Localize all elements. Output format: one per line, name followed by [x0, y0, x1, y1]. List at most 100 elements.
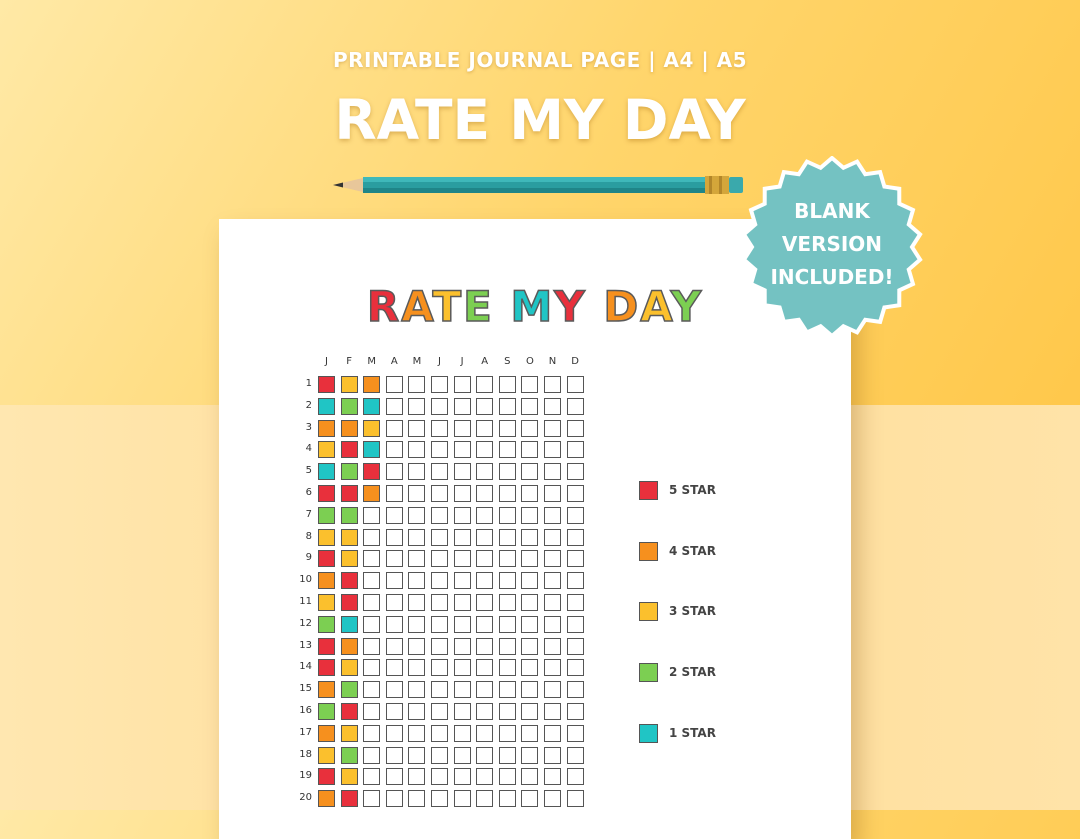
rating-cell[interactable] [385, 615, 403, 633]
rating-cell[interactable] [363, 637, 381, 655]
rating-cell[interactable] [340, 419, 358, 437]
rating-cell[interactable] [340, 485, 358, 502]
rating-cell[interactable] [408, 550, 426, 568]
rating-cell[interactable] [521, 528, 539, 546]
rating-cell[interactable] [408, 790, 426, 808]
rating-cell[interactable] [476, 768, 494, 786]
rating-cell[interactable] [521, 572, 539, 590]
rating-cell[interactable] [385, 703, 403, 720]
rating-cell[interactable] [498, 550, 516, 568]
rating-cell[interactable] [340, 572, 358, 590]
rating-cell[interactable] [476, 703, 494, 720]
rating-cell[interactable] [498, 376, 516, 393]
rating-cell[interactable] [544, 746, 561, 764]
rating-cell[interactable] [318, 463, 335, 481]
rating-cell[interactable] [431, 703, 448, 720]
rating-cell[interactable] [521, 441, 539, 459]
rating-cell[interactable] [566, 703, 584, 720]
rating-cell[interactable] [476, 681, 494, 699]
rating-cell[interactable] [408, 746, 426, 764]
rating-cell[interactable] [498, 528, 516, 546]
rating-cell[interactable] [521, 637, 539, 655]
rating-cell[interactable] [544, 485, 561, 502]
rating-cell[interactable] [385, 790, 403, 808]
rating-cell[interactable] [476, 397, 494, 415]
rating-cell[interactable] [566, 376, 584, 393]
rating-cell[interactable] [408, 441, 426, 459]
rating-cell[interactable] [340, 768, 358, 786]
rating-cell[interactable] [498, 681, 516, 699]
rating-cell[interactable] [498, 572, 516, 590]
rating-cell[interactable] [408, 572, 426, 590]
rating-cell[interactable] [498, 397, 516, 415]
rating-cell[interactable] [340, 594, 358, 611]
rating-cell[interactable] [498, 724, 516, 742]
rating-cell[interactable] [566, 463, 584, 481]
rating-cell[interactable] [340, 506, 358, 524]
rating-cell[interactable] [521, 419, 539, 437]
rating-cell[interactable] [340, 790, 358, 808]
rating-cell[interactable] [408, 594, 426, 611]
rating-cell[interactable] [544, 376, 561, 393]
rating-cell[interactable] [476, 441, 494, 459]
rating-cell[interactable] [453, 659, 471, 677]
rating-cell[interactable] [408, 724, 426, 742]
rating-cell[interactable] [476, 550, 494, 568]
rating-cell[interactable] [498, 463, 516, 481]
rating-cell[interactable] [340, 397, 358, 415]
rating-cell[interactable] [363, 463, 381, 481]
rating-cell[interactable] [544, 397, 561, 415]
rating-cell[interactable] [363, 506, 381, 524]
rating-cell[interactable] [431, 419, 448, 437]
rating-cell[interactable] [566, 681, 584, 699]
rating-cell[interactable] [408, 376, 426, 393]
rating-cell[interactable] [521, 659, 539, 677]
rating-cell[interactable] [318, 637, 335, 655]
rating-cell[interactable] [318, 419, 335, 437]
rating-cell[interactable] [544, 637, 561, 655]
rating-cell[interactable] [340, 703, 358, 720]
rating-cell[interactable] [340, 637, 358, 655]
rating-cell[interactable] [385, 637, 403, 655]
rating-cell[interactable] [521, 376, 539, 393]
rating-cell[interactable] [318, 376, 335, 393]
rating-cell[interactable] [431, 768, 448, 786]
rating-cell[interactable] [566, 768, 584, 786]
rating-cell[interactable] [521, 550, 539, 568]
rating-cell[interactable] [544, 790, 561, 808]
rating-cell[interactable] [431, 397, 448, 415]
rating-cell[interactable] [318, 746, 335, 764]
rating-cell[interactable] [566, 659, 584, 677]
rating-cell[interactable] [318, 550, 335, 568]
rating-cell[interactable] [521, 485, 539, 502]
rating-cell[interactable] [385, 419, 403, 437]
rating-cell[interactable] [453, 419, 471, 437]
rating-cell[interactable] [453, 790, 471, 808]
rating-cell[interactable] [431, 594, 448, 611]
rating-cell[interactable] [521, 724, 539, 742]
rating-cell[interactable] [521, 746, 539, 764]
rating-cell[interactable] [566, 790, 584, 808]
rating-cell[interactable] [385, 572, 403, 590]
rating-cell[interactable] [363, 528, 381, 546]
rating-cell[interactable] [431, 746, 448, 764]
rating-cell[interactable] [498, 746, 516, 764]
rating-cell[interactable] [453, 463, 471, 481]
rating-cell[interactable] [453, 506, 471, 524]
rating-cell[interactable] [318, 485, 335, 502]
rating-cell[interactable] [385, 528, 403, 546]
rating-cell[interactable] [385, 659, 403, 677]
rating-cell[interactable] [363, 659, 381, 677]
rating-cell[interactable] [566, 506, 584, 524]
rating-cell[interactable] [544, 419, 561, 437]
rating-cell[interactable] [363, 485, 381, 502]
rating-cell[interactable] [318, 724, 335, 742]
rating-cell[interactable] [385, 746, 403, 764]
rating-cell[interactable] [363, 397, 381, 415]
rating-cell[interactable] [544, 572, 561, 590]
rating-cell[interactable] [431, 506, 448, 524]
rating-cell[interactable] [340, 528, 358, 546]
rating-cell[interactable] [408, 637, 426, 655]
rating-cell[interactable] [566, 572, 584, 590]
rating-cell[interactable] [544, 441, 561, 459]
